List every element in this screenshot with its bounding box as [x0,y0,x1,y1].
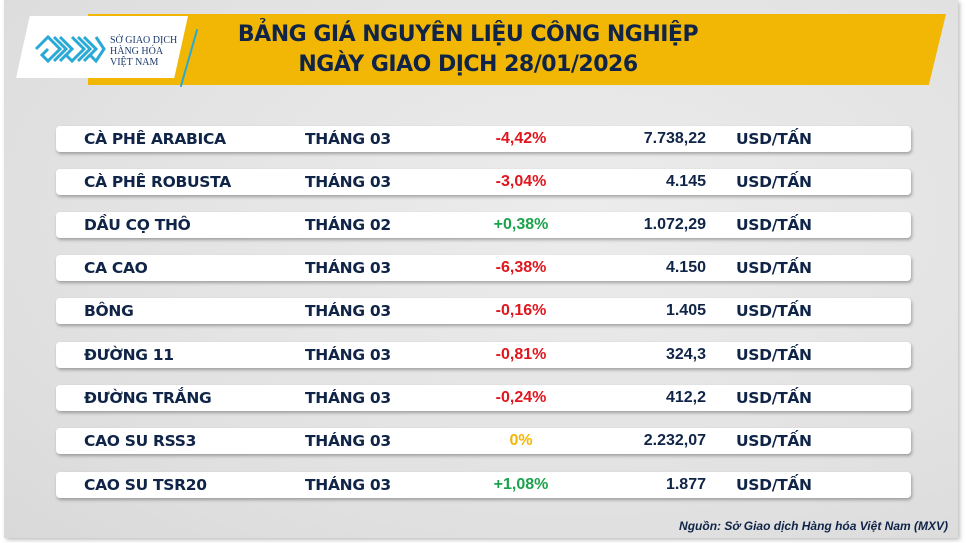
price-unit: USD/TẤN [736,302,812,320]
title-line-1: BẢNG GIÁ NGUYÊN LIỆU CÔNG NGHIỆP [237,22,699,47]
price-value: 1.072,29 [643,216,706,233]
table-row: CAO SU TSR20 THÁNG 03 +1,08% 1.877 USD/TẤN [56,472,911,498]
commodity-name: BÔNG [84,302,134,320]
change-percent: +1,08% [493,476,549,493]
commodity-name: CÀ PHÊ ROBUSTA [84,173,231,191]
price-value: 412,2 [665,389,706,406]
change-percent: -0,24% [495,389,547,406]
price-unit: USD/TẤN [736,259,812,277]
change-percent: -3,04% [495,173,547,190]
contract-month: THÁNG 03 [305,389,391,407]
page-title: BẢNG GIÁ NGUYÊN LIỆU CÔNG NGHIỆP NGÀY GI… [88,20,848,80]
logo-text: SỞ GIAO DỊCH HÀNG HÓA VIỆT NAM [110,35,177,68]
contract-month: THÁNG 03 [305,259,391,277]
commodity-name: CÀ PHÊ ARABICA [84,130,226,148]
price-value: 1.877 [665,476,706,493]
price-value: 324,3 [665,346,706,363]
price-unit: USD/TẤN [736,389,812,407]
contract-month: THÁNG 03 [305,476,391,494]
price-value: 4.145 [665,173,706,190]
price-unit: USD/TẤN [736,346,812,364]
commodity-name: ĐƯỜNG TRẮNG [84,389,212,407]
price-value: 7.738,22 [643,130,706,147]
table-row: CAO SU RSS3 THÁNG 03 0% 2.232,07 USD/TẤN [56,428,911,454]
price-unit: USD/TẤN [736,216,812,234]
commodity-name: ĐƯỜNG 11 [84,346,174,364]
commodity-name: CAO SU TSR20 [84,476,207,494]
contract-month: THÁNG 03 [305,346,391,364]
change-percent: +0,38% [493,216,549,233]
logo-text-line-2: HÀNG HÓA [110,46,164,57]
commodity-name: CAO SU RSS3 [84,432,197,450]
price-unit: USD/TẤN [736,432,812,450]
table-row: BÔNG THÁNG 03 -0,16% 1.405 USD/TẤN [56,298,911,324]
table-row: CÀ PHÊ ROBUSTA THÁNG 03 -3,04% 4.145 USD/TẤN [56,169,911,195]
change-percent: -4,42% [495,130,547,147]
contract-month: THÁNG 02 [305,216,391,234]
change-percent: 0% [509,432,533,449]
price-unit: USD/TẤN [736,130,812,148]
change-percent: -0,16% [495,302,547,319]
contract-month: THÁNG 03 [305,130,391,148]
mxv-logo-icon [34,34,106,64]
price-unit: USD/TẤN [736,476,812,494]
table-row: ĐƯỜNG 11 THÁNG 03 -0,81% 324,3 USD/TẤN [56,342,911,368]
title-banner [88,14,946,85]
commodity-name: CA CAO [84,259,148,277]
table-row: CÀ PHÊ ARABICA THÁNG 03 -4,42% 7.738,22 USD/… [56,126,911,152]
price-value: 2.232,07 [643,432,706,449]
table-row: CA CAO THÁNG 03 -6,38% 4.150 USD/TẤN [56,255,911,281]
price-value: 4.150 [665,259,706,276]
commodity-name: DẦU CỌ THÔ [84,216,191,234]
table-row: ĐƯỜNG TRẮNG THÁNG 03 -0,24% 412,2 USD/TẤN [56,385,911,411]
title-line-2: NGÀY GIAO DỊCH 28/01/2026 [298,52,638,77]
price-unit: USD/TẤN [736,173,812,191]
change-percent: -6,38% [495,259,547,276]
contract-month: THÁNG 03 [305,302,391,320]
contract-month: THÁNG 03 [305,432,391,450]
table-row: DẦU CỌ THÔ THÁNG 02 +0,38% 1.072,29 USD/TẤN [56,212,911,238]
change-percent: -0,81% [495,346,547,363]
contract-month: THÁNG 03 [305,173,391,191]
logo-text-line-1: SỞ GIAO DỊCH [110,35,178,46]
price-value: 1.405 [665,302,706,319]
logo-text-line-3: VIỆT NAM [110,57,159,68]
source-note: Nguồn: Sở Giao dịch Hàng hóa Việt Nam (M… [679,519,948,533]
